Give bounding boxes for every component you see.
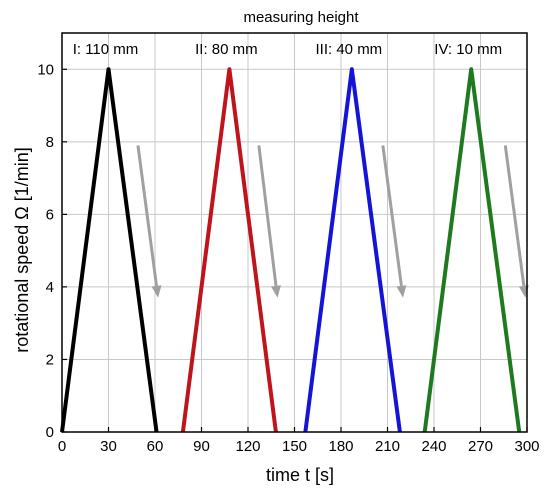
series-layer (60, 67, 522, 433)
x-tick-label: 90 (193, 438, 210, 455)
y-axis-label: rotational speed Ω [1/min] (12, 147, 32, 353)
arrow (257, 145, 281, 298)
series-line-2 (180, 67, 278, 433)
x-tick-label: 180 (328, 438, 353, 455)
arrow-layer (136, 145, 529, 298)
x-tick-label: 150 (282, 438, 307, 455)
y-tick-label: 4 (46, 279, 54, 296)
y-tick-label: 8 (46, 134, 54, 151)
y-tick-label: 2 (46, 351, 54, 368)
x-tick-label: 210 (375, 438, 400, 455)
arrow (381, 145, 407, 298)
x-tick-label: 30 (100, 438, 117, 455)
series-line-1 (60, 67, 159, 433)
tick-layer: 0 30 60 90 120 150 180 210 240 270 300 0 2 4 6 8 10 (37, 61, 539, 455)
label-layer: I: 110 mm II: 80 mm III: 40 mm IV: 10 mm (73, 41, 502, 58)
x-tick-label: 270 (468, 438, 493, 455)
x-axis-label: time t [s] (266, 465, 334, 485)
series-label-2: II: 80 mm (195, 41, 258, 58)
arrow-head (271, 285, 281, 298)
y-tick-label: 10 (37, 61, 54, 78)
series-line-3 (303, 67, 402, 433)
series-line-4 (422, 67, 522, 433)
x-tick-label: 300 (514, 438, 539, 455)
series-label-1: I: 110 mm (73, 41, 139, 58)
x-tick-label: 60 (147, 438, 164, 455)
y-tick-label: 6 (46, 206, 54, 223)
series-label-4: IV: 10 mm (434, 41, 502, 58)
arrow (136, 145, 162, 298)
x-tick-label: 120 (235, 438, 260, 455)
arrow (503, 145, 529, 298)
series-label-3: III: 40 mm (316, 41, 383, 58)
x-tick-label: 240 (421, 438, 446, 455)
x-tick-label: 0 (58, 438, 66, 455)
arrow-head (396, 285, 407, 298)
chart-title: measuring height (243, 9, 359, 26)
y-tick-label: 0 (46, 424, 54, 441)
arrow-head (151, 285, 162, 298)
